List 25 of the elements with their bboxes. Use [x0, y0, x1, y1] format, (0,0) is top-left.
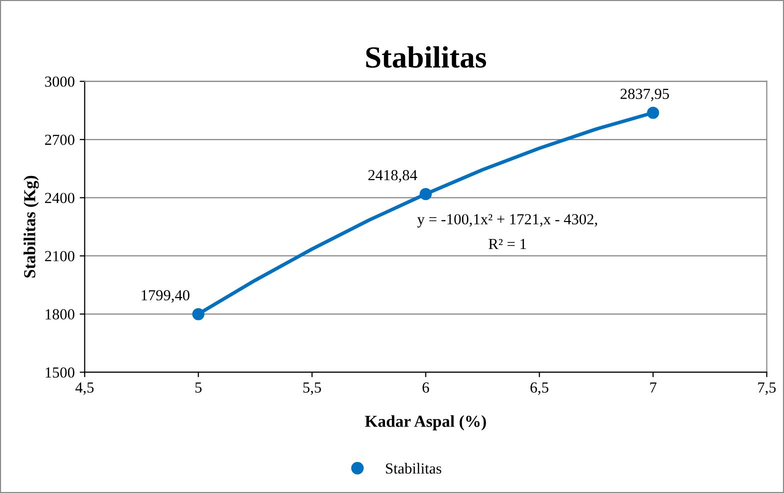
- x-tick-label: 7,5: [758, 382, 776, 395]
- x-axis-title: Kadar Aspal (%): [365, 415, 486, 430]
- point: [420, 188, 432, 200]
- x-tick-label: 5,5: [303, 382, 321, 395]
- data-label: 2418,84: [368, 170, 418, 182]
- y-tick-label: 3000: [45, 76, 74, 87]
- y-tick-label: 2400: [45, 192, 74, 204]
- data-label: 1799,40: [142, 290, 190, 303]
- chart-title: Stabilitas: [366, 46, 486, 68]
- y-tick-label: 1500: [46, 367, 74, 378]
- y-tick-label: 2100: [45, 251, 74, 262]
- x-tick-label: 6,5: [530, 382, 548, 395]
- x-tick-label: 4,5: [75, 382, 94, 395]
- y-tick-label: 1800: [46, 309, 74, 320]
- annotation: y = -100,1x² + 1721,x - 4302,: [417, 214, 598, 228]
- legend-label: Stabilitas: [386, 462, 442, 474]
- x-tick-label: 6: [422, 382, 430, 393]
- data-label: 2837,95: [620, 88, 669, 102]
- x-tick-label: 7: [650, 382, 656, 393]
- point: [192, 308, 204, 320]
- y-tick-label: 2700: [45, 134, 74, 145]
- x-tick-label: 5: [195, 382, 202, 393]
- y-axis-title: Stabilitas (Kg): [24, 176, 39, 278]
- point: [647, 106, 660, 119]
- annotation: R² = 1: [488, 238, 526, 250]
